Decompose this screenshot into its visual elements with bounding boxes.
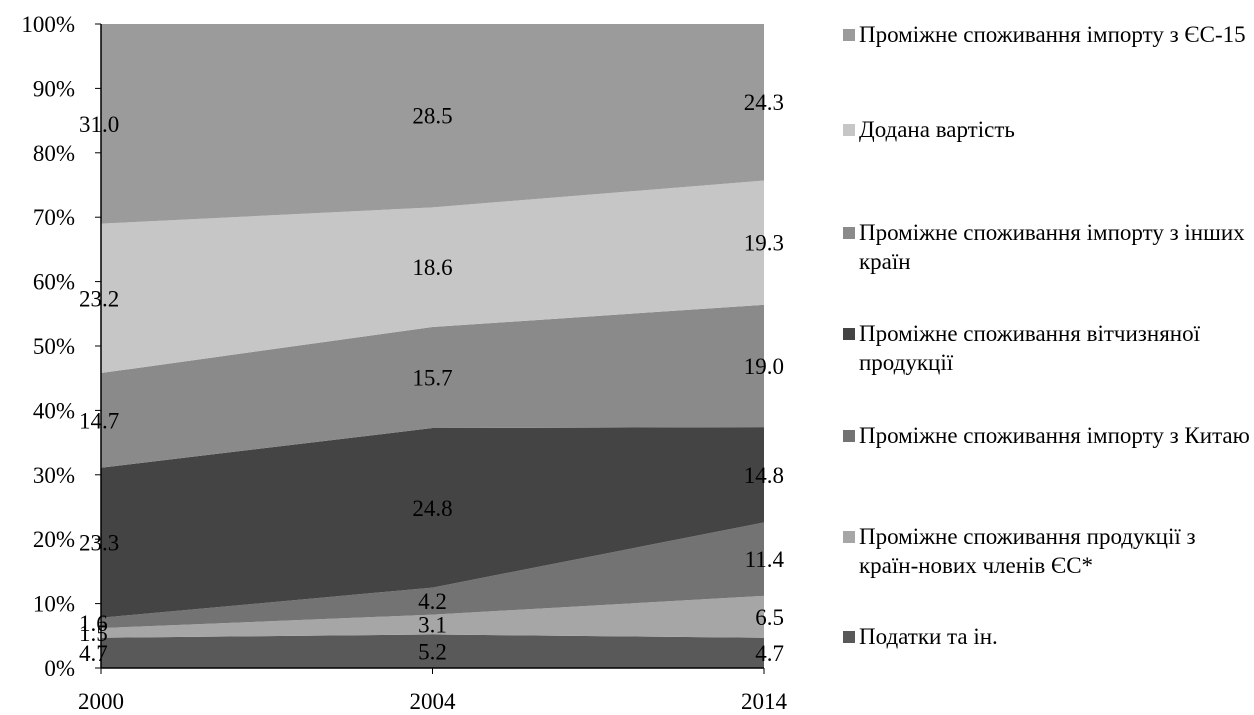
legend-swatch <box>843 430 855 442</box>
data-label: 6.5 <box>755 605 784 630</box>
area-series-5 <box>101 180 764 374</box>
legend-swatch <box>843 124 855 136</box>
data-label: 23.3 <box>79 531 119 556</box>
legend-label: Додана вартість <box>859 117 1015 142</box>
legend-swatch <box>843 531 855 543</box>
area-series-2 <box>101 522 764 629</box>
legend-label: Податки та ін. <box>859 624 998 649</box>
data-label: 11.4 <box>745 547 785 572</box>
y-tick-label: 0% <box>44 656 75 681</box>
data-label: 28.5 <box>412 104 452 129</box>
data-label: 14.7 <box>79 408 119 433</box>
area-series-1 <box>101 595 764 638</box>
area-series-4 <box>101 304 764 468</box>
area-series-0 <box>101 634 764 668</box>
y-tick-label: 90% <box>33 76 75 101</box>
data-label: 31.0 <box>79 112 119 137</box>
data-label: 24.3 <box>744 90 784 115</box>
x-tick-label: 2004 <box>410 689 457 714</box>
data-labels: 4.7 5.2 4.71.5 3.1 6.51.64.211.423.324.814.8… <box>79 90 784 666</box>
legend-label: Проміжне споживання вітчизняної продукці… <box>859 321 1200 375</box>
legend-swatch <box>843 29 855 41</box>
y-tick-label: 60% <box>33 270 75 295</box>
data-label: 19.3 <box>744 231 784 256</box>
area-layers <box>101 24 764 668</box>
y-tick-label: 40% <box>33 398 75 423</box>
legend-label: Проміжне споживання імпорту з ЄС-15 <box>859 22 1246 47</box>
data-label: 1.5 <box>79 621 108 646</box>
x-tick-label: 2014 <box>741 689 788 714</box>
data-label: 15.7 <box>412 366 452 391</box>
data-label: 24.8 <box>412 496 452 521</box>
data-label: 1.6 <box>79 611 108 636</box>
y-tick-label: 20% <box>33 527 75 552</box>
y-tick-label: 30% <box>33 463 75 488</box>
legend-swatch <box>843 631 855 643</box>
y-tick-label: 50% <box>33 334 75 359</box>
data-label: 4.2 <box>418 589 447 614</box>
area-series-6 <box>101 24 764 224</box>
legend-label: Проміжне споживання продукції з країн-но… <box>859 524 1196 578</box>
y-tick-label: 10% <box>33 592 75 617</box>
legend-swatch <box>843 328 855 340</box>
data-label: 5.2 <box>418 639 447 664</box>
data-label: 19.0 <box>744 354 784 379</box>
x-tick-label: 2000 <box>78 689 124 714</box>
y-tick-label: 80% <box>33 141 75 166</box>
data-label: 3.1 <box>418 613 447 638</box>
y-tick-label: 70% <box>33 205 75 230</box>
legend-label: Проміжне споживання імпорту з інших краї… <box>859 220 1245 274</box>
data-label: 18.6 <box>412 255 452 280</box>
data-label: 14.8 <box>744 463 784 488</box>
data-label: 4.7 <box>79 641 108 666</box>
y-tick-label: 100% <box>21 12 75 37</box>
area-series-3 <box>101 427 764 618</box>
legend-swatch <box>843 227 855 239</box>
tick-labels: 0% 10% 20% 30% 40% 50% 60% 70% 80% 90% 100% 2000 200… <box>21 12 787 714</box>
data-label: 4.7 <box>755 641 784 666</box>
data-label: 23.2 <box>79 286 119 311</box>
legend-label: Проміжне споживання імпорту з Китаю <box>859 423 1250 448</box>
